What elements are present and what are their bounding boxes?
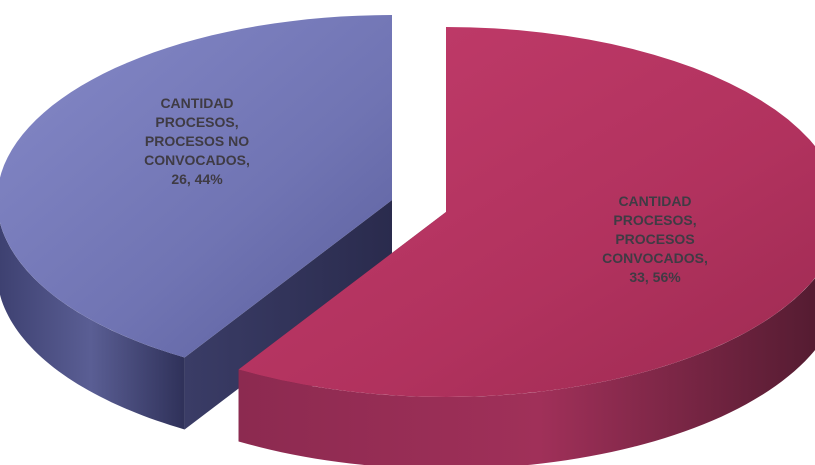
label-line: CONVOCADOS, (144, 152, 250, 168)
label-line: CANTIDAD (160, 95, 234, 111)
slice-label-no-convocados: CANTIDAD PROCESOS, PROCESOS NO CONVOCADO… (112, 94, 282, 189)
label-line: PROCESOS, (155, 114, 239, 130)
label-line: CONVOCADOS, (602, 250, 708, 266)
slice-procesos-no-convocados-top (0, 15, 392, 358)
slice-procesos-no-convocados (0, 15, 392, 430)
label-line: 33, 56% (629, 269, 681, 285)
slice-label-convocados: CANTIDAD PROCESOS, PROCESOS CONVOCADOS, … (570, 192, 740, 287)
label-line: 26, 44% (171, 171, 223, 187)
slice-procesos-convocados (238, 27, 815, 465)
slice-procesos-convocados-top (238, 27, 815, 397)
label-line: CANTIDAD (618, 193, 692, 209)
slice-procesos-no-convocados-cut-wall (184, 200, 392, 430)
label-line: PROCESOS, (613, 212, 697, 228)
slices-layer (0, 15, 815, 465)
slice-procesos-convocados-side (238, 278, 815, 465)
slice-procesos-no-convocados-side (0, 222, 185, 430)
label-line: PROCESOS NO (144, 133, 250, 149)
label-line: PROCESOS (615, 231, 695, 247)
